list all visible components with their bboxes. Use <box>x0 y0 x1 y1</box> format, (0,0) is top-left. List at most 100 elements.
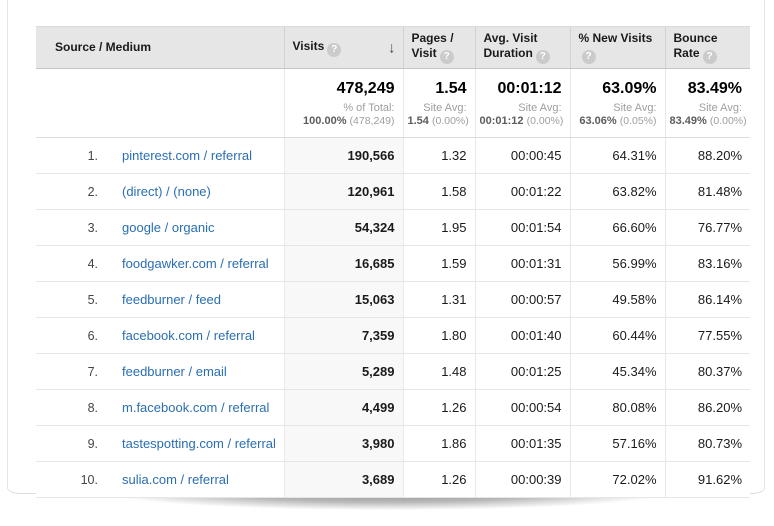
help-icon[interactable]: ? <box>535 50 550 64</box>
avg-duration-cell: 00:00:39 <box>474 461 570 498</box>
summary-caption-value: 100.00% <box>303 115 347 127</box>
visits-cell: 54,324 <box>283 209 403 246</box>
avg-duration-cell: 00:00:54 <box>474 389 570 426</box>
column-header-pages-visit[interactable]: Pages / Visit? <box>402 26 475 69</box>
summary-caption-value: 83.49% <box>669 115 707 127</box>
new-visits-cell: 45.34% <box>569 353 665 390</box>
column-header-visits[interactable]: Visits? ↓ <box>283 26 403 69</box>
source-medium-link[interactable]: facebook.com / referral <box>122 328 255 343</box>
table-row: 9. tastespotting.com / referral 3,980 1.8… <box>36 425 750 462</box>
avg-duration-cell: 00:01:31 <box>474 245 570 282</box>
source-medium-link[interactable]: pinterest.com / referral <box>122 148 253 163</box>
summary-visits: 478,249 % of Total: 100.00% (478,249) <box>283 68 403 138</box>
table-row: 10. sulia.com / referral 3,689 1.26 00:00… <box>36 461 750 498</box>
summary-caption-label: Site Avg: <box>423 102 467 114</box>
avg-duration-cell: 00:01:35 <box>474 425 570 462</box>
pages-visit-cell: 1.58 <box>402 173 475 210</box>
pages-visit-cell: 1.48 <box>402 353 475 390</box>
summary-pages-visit: 1.54 Site Avg: 1.54 (0.00%) <box>402 68 475 138</box>
avg-duration-cell: 00:00:45 <box>474 137 570 174</box>
source-medium-link[interactable]: feedburner / email <box>122 364 227 379</box>
help-icon[interactable]: ? <box>439 50 454 64</box>
avg-duration-cell: 00:01:22 <box>474 173 570 210</box>
visits-cell: 16,685 <box>283 245 403 282</box>
column-label: % New Visits <box>578 31 653 45</box>
column-label: Visits <box>292 38 325 53</box>
row-index: 10. <box>80 473 98 487</box>
source-medium-link[interactable]: foodgawker.com / referral <box>122 256 269 271</box>
row-index: 1. <box>87 149 98 163</box>
source-medium-link[interactable]: tastespotting.com / referral <box>122 436 276 451</box>
table-row: 1. pinterest.com / referral 190,566 1.32 … <box>36 137 750 174</box>
row-index: 4. <box>87 257 98 271</box>
row-index: 2. <box>87 185 98 199</box>
visits-cell: 15,063 <box>283 281 403 318</box>
pages-visit-cell: 1.80 <box>402 317 475 354</box>
column-header-bounce-rate[interactable]: Bounce Rate? <box>664 26 750 69</box>
avg-duration-cell: 00:00:57 <box>474 281 570 318</box>
summary-avg-visit-duration: 00:01:12 Site Avg: 00:01:12 (0.00%) <box>474 68 570 138</box>
summary-value: 478,249 <box>336 80 395 97</box>
column-label: Bounce Rate <box>673 31 718 60</box>
table-row: 6. facebook.com / referral 7,359 1.80 00:… <box>36 317 750 354</box>
bounce-rate-cell: 80.73% <box>664 425 750 462</box>
summary-caption-label: % of Total: <box>343 102 395 114</box>
visits-cell: 7,359 <box>283 317 403 354</box>
new-visits-cell: 80.08% <box>569 389 665 426</box>
summary-caption-paren: (478,249) <box>349 115 395 127</box>
source-medium-table: Source / Medium Visits? ↓ Pages / Visit?… <box>36 26 750 498</box>
summary-value: 1.54 <box>435 80 467 97</box>
pages-visit-cell: 1.26 <box>402 461 475 498</box>
summary-row: 478,249 % of Total: 100.00% (478,249) 1.… <box>36 68 750 138</box>
column-header-avg-visit-duration[interactable]: Avg. Visit Duration? <box>474 26 570 69</box>
bounce-rate-cell: 88.20% <box>664 137 750 174</box>
source-medium-link[interactable]: (direct) / (none) <box>122 184 211 199</box>
bounce-rate-cell: 77.55% <box>664 317 750 354</box>
new-visits-cell: 49.58% <box>569 281 665 318</box>
source-medium-link[interactable]: m.facebook.com / referral <box>122 400 270 415</box>
table-header: Source / Medium Visits? ↓ Pages / Visit?… <box>36 26 750 69</box>
new-visits-cell: 60.44% <box>569 317 665 354</box>
table-row: 8. m.facebook.com / referral 4,499 1.26 0… <box>36 389 750 426</box>
help-icon[interactable]: ? <box>581 50 596 64</box>
row-index: 3. <box>87 221 98 235</box>
bounce-rate-cell: 86.20% <box>664 389 750 426</box>
help-icon[interactable]: ? <box>327 42 342 57</box>
avg-duration-cell: 00:01:40 <box>474 317 570 354</box>
report-card: Source / Medium Visits? ↓ Pages / Visit?… <box>7 0 765 498</box>
bounce-rate-cell: 91.62% <box>664 461 750 498</box>
source-medium-link[interactable]: google / organic <box>122 220 215 235</box>
column-header-new-visits[interactable]: % New Visits? <box>569 26 665 69</box>
pages-visit-cell: 1.26 <box>402 389 475 426</box>
source-medium-link[interactable]: sulia.com / referral <box>122 472 229 487</box>
summary-caption-value: 00:01:12 <box>479 115 524 127</box>
summary-caption-paren: (0.00%) <box>431 115 469 127</box>
bounce-rate-cell: 81.48% <box>664 173 750 210</box>
table-row: 3. google / organic 54,324 1.95 00:01:54 … <box>36 209 750 246</box>
table-row: 4. foodgawker.com / referral 16,685 1.59 … <box>36 245 750 282</box>
new-visits-cell: 56.99% <box>569 245 665 282</box>
help-icon[interactable]: ? <box>702 50 717 64</box>
summary-new-visits: 63.09% Site Avg: 63.06% (0.05%) <box>569 68 665 138</box>
avg-duration-cell: 00:01:54 <box>474 209 570 246</box>
row-index: 8. <box>87 401 98 415</box>
new-visits-cell: 63.82% <box>569 173 665 210</box>
row-index: 6. <box>87 329 98 343</box>
column-label: Source / Medium <box>55 40 152 54</box>
summary-source-empty <box>36 68 284 138</box>
row-index: 5. <box>87 293 98 307</box>
table-body: 478,249 % of Total: 100.00% (478,249) 1.… <box>36 68 750 498</box>
bounce-rate-cell: 83.16% <box>664 245 750 282</box>
summary-value: 63.09% <box>602 80 657 97</box>
pages-visit-cell: 1.32 <box>402 137 475 174</box>
pages-visit-cell: 1.95 <box>402 209 475 246</box>
column-header-source-medium[interactable]: Source / Medium <box>36 26 284 69</box>
summary-caption-value: 1.54 <box>407 115 429 127</box>
new-visits-cell: 57.16% <box>569 425 665 462</box>
row-index: 9. <box>87 437 98 451</box>
source-medium-link[interactable]: feedburner / feed <box>122 292 222 307</box>
summary-caption-value: 63.06% <box>579 115 617 127</box>
visits-cell: 3,980 <box>283 425 403 462</box>
visits-cell: 3,689 <box>283 461 403 498</box>
